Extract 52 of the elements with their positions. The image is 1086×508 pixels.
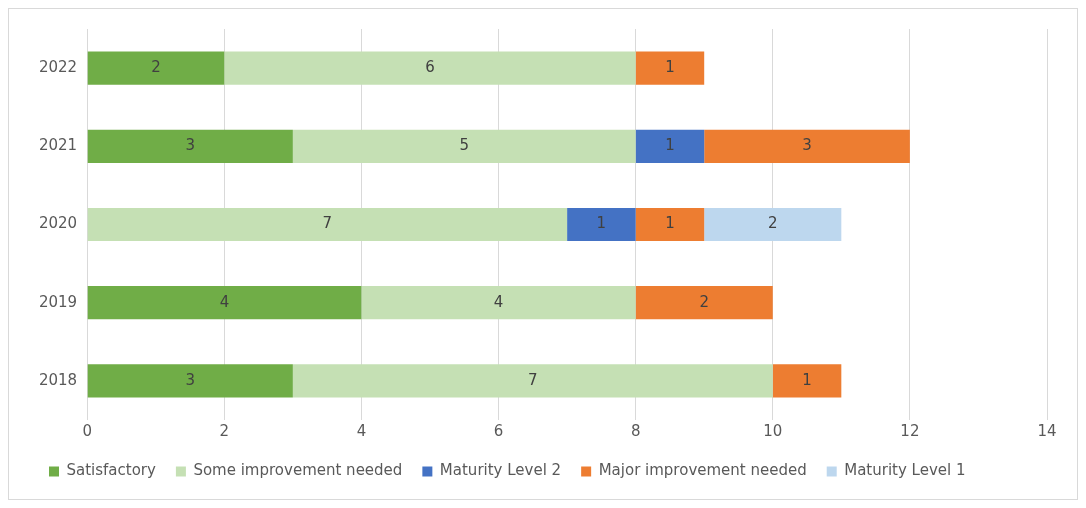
legend-label: Satisfactory [66,461,157,480]
y-tick-label: 2021 [38,136,78,155]
bar [87,364,293,398]
data-label: 5 [459,136,470,155]
bar [635,286,773,320]
bar [772,364,842,398]
bar [87,51,225,85]
bar [635,207,705,242]
data-label: 3 [802,136,812,155]
x-tick-label: 6 [493,421,504,440]
data-label: 1 [665,136,675,155]
bar [704,207,842,242]
bar [87,129,293,163]
bar [567,207,636,242]
x-tick-label: 2 [219,421,230,440]
legend-label: Major improvement needed [598,461,807,480]
x-tick-label: 14 [1037,421,1057,440]
data-label: 1 [596,214,607,233]
bar [635,51,705,85]
bar [224,51,636,85]
data-label: 4 [219,292,230,311]
y-tick-label: 2020 [38,214,78,233]
y-tick-label: 2019 [38,292,78,311]
bar [361,286,636,320]
data-label: 3 [185,370,196,389]
x-tick-label: 10 [763,421,783,440]
data-label: 6 [425,57,435,76]
data-label: 2 [151,57,161,76]
bar [292,129,636,163]
legend-label: Maturity Level 2 [439,461,562,480]
bar [292,364,773,398]
bar [635,129,705,163]
data-label: 1 [665,57,675,76]
data-label: 3 [185,136,196,155]
x-tick-label: 0 [82,421,92,440]
bar [704,129,910,163]
y-tick-label: 2022 [38,57,78,76]
data-label: 7 [322,214,333,233]
data-label: 2 [699,292,709,311]
data-label: 7 [528,370,538,389]
x-tick-label: 12 [900,421,920,440]
x-tick-label: 8 [630,421,641,440]
data-label: 1 [802,370,812,389]
data-label: 4 [493,292,504,311]
bar [87,286,362,320]
data-label: 2 [767,214,778,233]
x-tick-label: 4 [356,421,367,440]
data-label: 1 [665,214,675,233]
legend-label: Some improvement needed [193,461,403,480]
bar [87,207,568,242]
y-tick-label: 2018 [38,370,78,389]
legend-label: Maturity Level 1 [844,461,966,480]
